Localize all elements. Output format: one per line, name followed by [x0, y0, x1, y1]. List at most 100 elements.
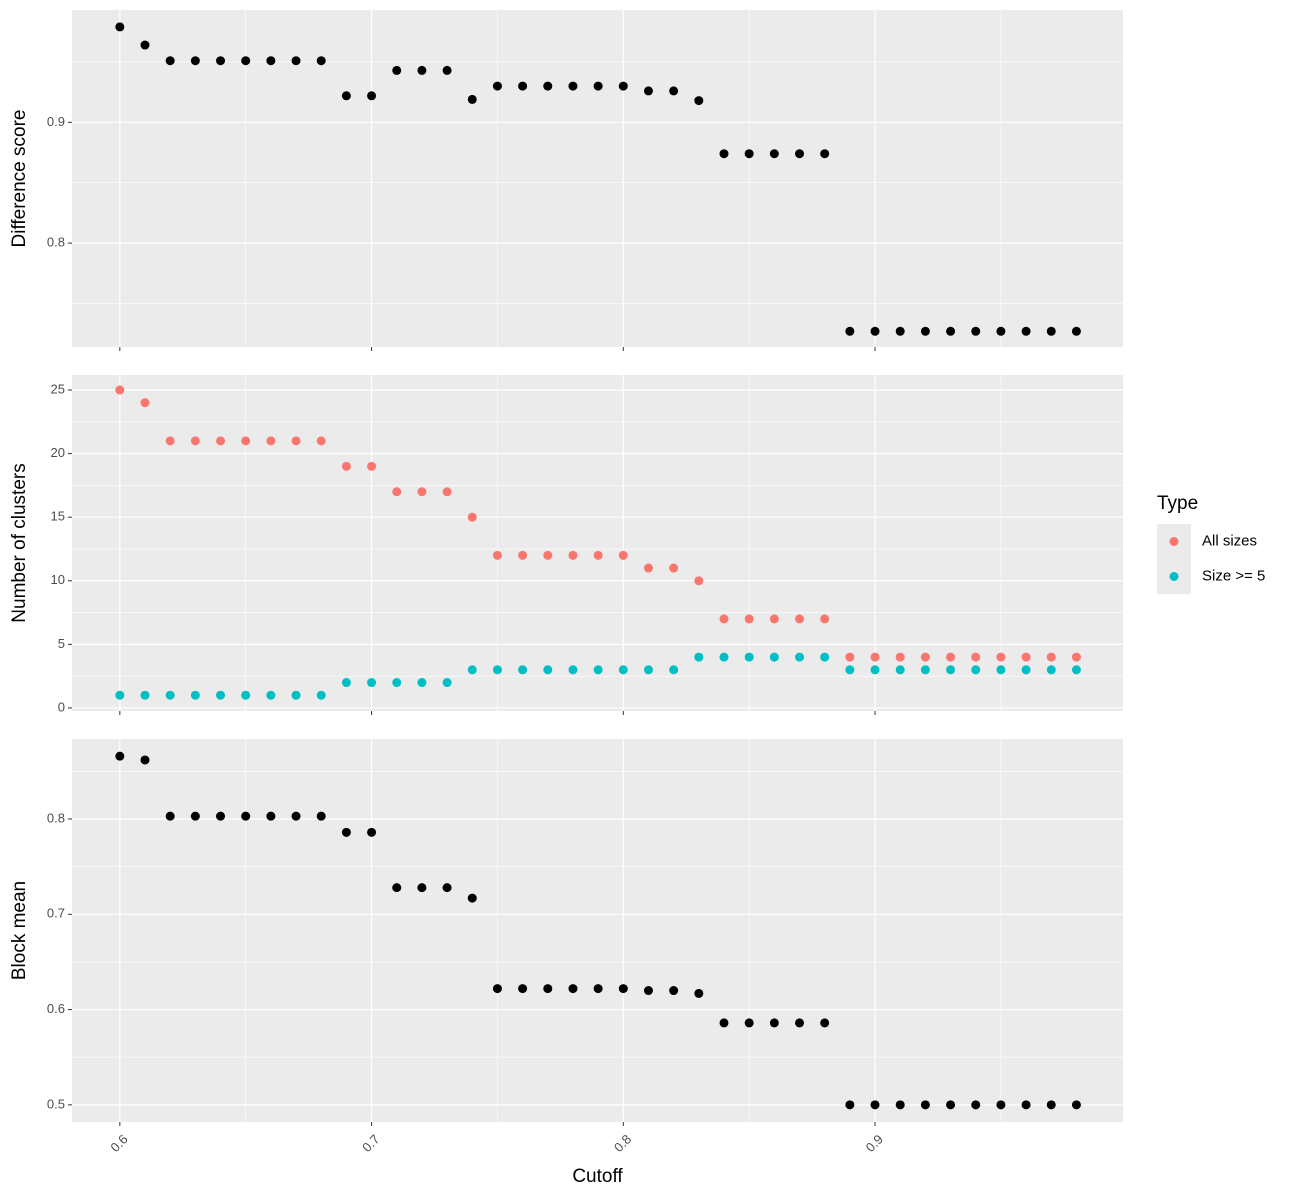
point	[1021, 652, 1031, 662]
point	[971, 665, 981, 675]
point	[694, 652, 704, 662]
point	[744, 1018, 754, 1028]
point	[266, 56, 276, 66]
point	[367, 91, 377, 101]
x-tick-label: 0.9	[863, 1132, 886, 1155]
point	[518, 81, 528, 91]
legend-marker	[1169, 572, 1179, 581]
point	[618, 984, 628, 994]
point	[946, 665, 956, 675]
point	[216, 811, 226, 821]
point	[568, 665, 578, 675]
point	[392, 65, 402, 75]
point	[216, 436, 226, 446]
point	[568, 984, 578, 994]
point	[1021, 665, 1031, 675]
x-tick-label: 0.7	[359, 1132, 382, 1155]
y-tick-label: 10	[51, 572, 65, 587]
point	[971, 326, 981, 336]
point	[442, 883, 452, 893]
point	[669, 986, 679, 996]
point	[870, 665, 880, 675]
point	[316, 56, 326, 66]
point	[719, 652, 729, 662]
point	[920, 665, 930, 675]
y-tick-label: 0.9	[47, 114, 65, 129]
point	[266, 690, 276, 700]
point	[341, 461, 351, 471]
y-tick-label: 0.8	[47, 810, 65, 825]
point	[769, 149, 779, 159]
point	[719, 1018, 729, 1028]
point	[492, 81, 502, 91]
point	[543, 81, 553, 91]
point	[1071, 326, 1081, 336]
point	[442, 487, 452, 497]
point	[593, 81, 603, 91]
point	[568, 550, 578, 560]
point	[795, 614, 805, 624]
point	[845, 1100, 855, 1110]
y-tick-label: 15	[51, 509, 65, 524]
point	[795, 1018, 805, 1028]
point	[593, 665, 603, 675]
point	[392, 678, 402, 688]
point	[870, 1100, 880, 1110]
point	[769, 1018, 779, 1028]
point	[920, 326, 930, 336]
point	[492, 984, 502, 994]
point	[417, 883, 427, 893]
point	[946, 1100, 956, 1110]
point	[795, 652, 805, 662]
point	[769, 614, 779, 624]
legend-marker	[1169, 537, 1179, 546]
point	[996, 652, 1006, 662]
point	[719, 149, 729, 159]
point	[417, 678, 427, 688]
point	[895, 652, 905, 662]
point	[518, 984, 528, 994]
point	[669, 86, 679, 96]
point	[971, 652, 981, 662]
point	[769, 652, 779, 662]
point	[895, 665, 905, 675]
point	[241, 436, 251, 446]
point	[115, 22, 125, 32]
point	[316, 690, 326, 700]
point	[820, 614, 830, 624]
point	[895, 326, 905, 336]
y-tick-label: 0.8	[47, 235, 65, 250]
point	[1071, 665, 1081, 675]
point	[920, 1100, 930, 1110]
point	[316, 811, 326, 821]
point	[115, 690, 125, 700]
point	[1046, 326, 1056, 336]
point	[845, 326, 855, 336]
point	[1071, 652, 1081, 662]
point	[492, 550, 502, 560]
point	[291, 811, 301, 821]
y-tick-label: 25	[51, 381, 65, 396]
panel-background	[72, 10, 1123, 347]
point	[442, 678, 452, 688]
point	[744, 652, 754, 662]
y-axis-title: Number of clusters	[9, 463, 30, 622]
point	[442, 65, 452, 75]
point	[870, 652, 880, 662]
point	[291, 56, 301, 66]
point	[392, 487, 402, 497]
point	[392, 883, 402, 893]
y-tick-label: 5	[58, 636, 65, 651]
point	[618, 81, 628, 91]
point	[593, 550, 603, 560]
point	[241, 690, 251, 700]
point	[341, 678, 351, 688]
y-tick-label: 0.6	[47, 1001, 65, 1016]
point	[946, 652, 956, 662]
point	[820, 1018, 830, 1028]
point	[140, 398, 150, 408]
point	[971, 1100, 981, 1110]
x-tick-label: 0.8	[611, 1132, 634, 1155]
point	[744, 149, 754, 159]
